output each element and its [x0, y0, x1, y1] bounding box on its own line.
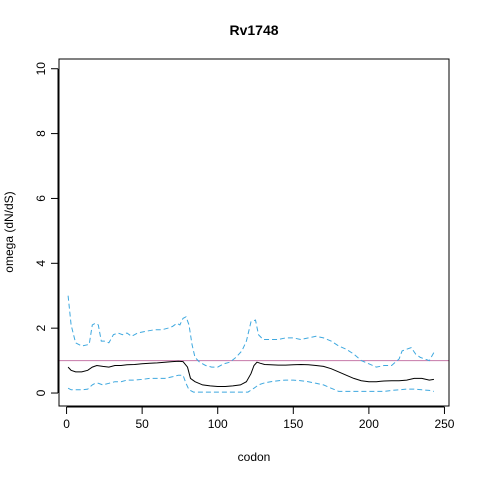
x-tick-label: 100 — [208, 417, 228, 431]
x-tick-label: 0 — [63, 417, 70, 431]
y-tick-label: 4 — [34, 260, 48, 267]
series-line-upper-bound — [67, 295, 435, 368]
y-axis: 0 2 4 6 8 10 — [34, 62, 59, 396]
y-axis-label: omega (dN/dS) — [2, 191, 16, 272]
plot-frame — [58, 58, 450, 407]
series-line-estimate — [67, 360, 434, 387]
y-tick-label: 8 — [34, 130, 48, 137]
plot-area — [59, 295, 449, 393]
y-tick-label: 10 — [34, 62, 48, 76]
y-tick-label: 2 — [34, 325, 48, 332]
chart-title: Rv1748 — [229, 22, 278, 38]
x-axis-label: codon — [238, 450, 271, 464]
x-tick-label: 50 — [135, 417, 149, 431]
x-tick-label: 150 — [283, 417, 303, 431]
y-tick-label: 0 — [34, 389, 48, 396]
series-line-lower-bound — [67, 374, 435, 393]
x-axis: 0 50 100 150 200 250 — [63, 406, 455, 431]
y-tick-label: 6 — [34, 195, 48, 202]
x-tick-label: 250 — [434, 417, 454, 431]
x-tick-label: 200 — [359, 417, 379, 431]
